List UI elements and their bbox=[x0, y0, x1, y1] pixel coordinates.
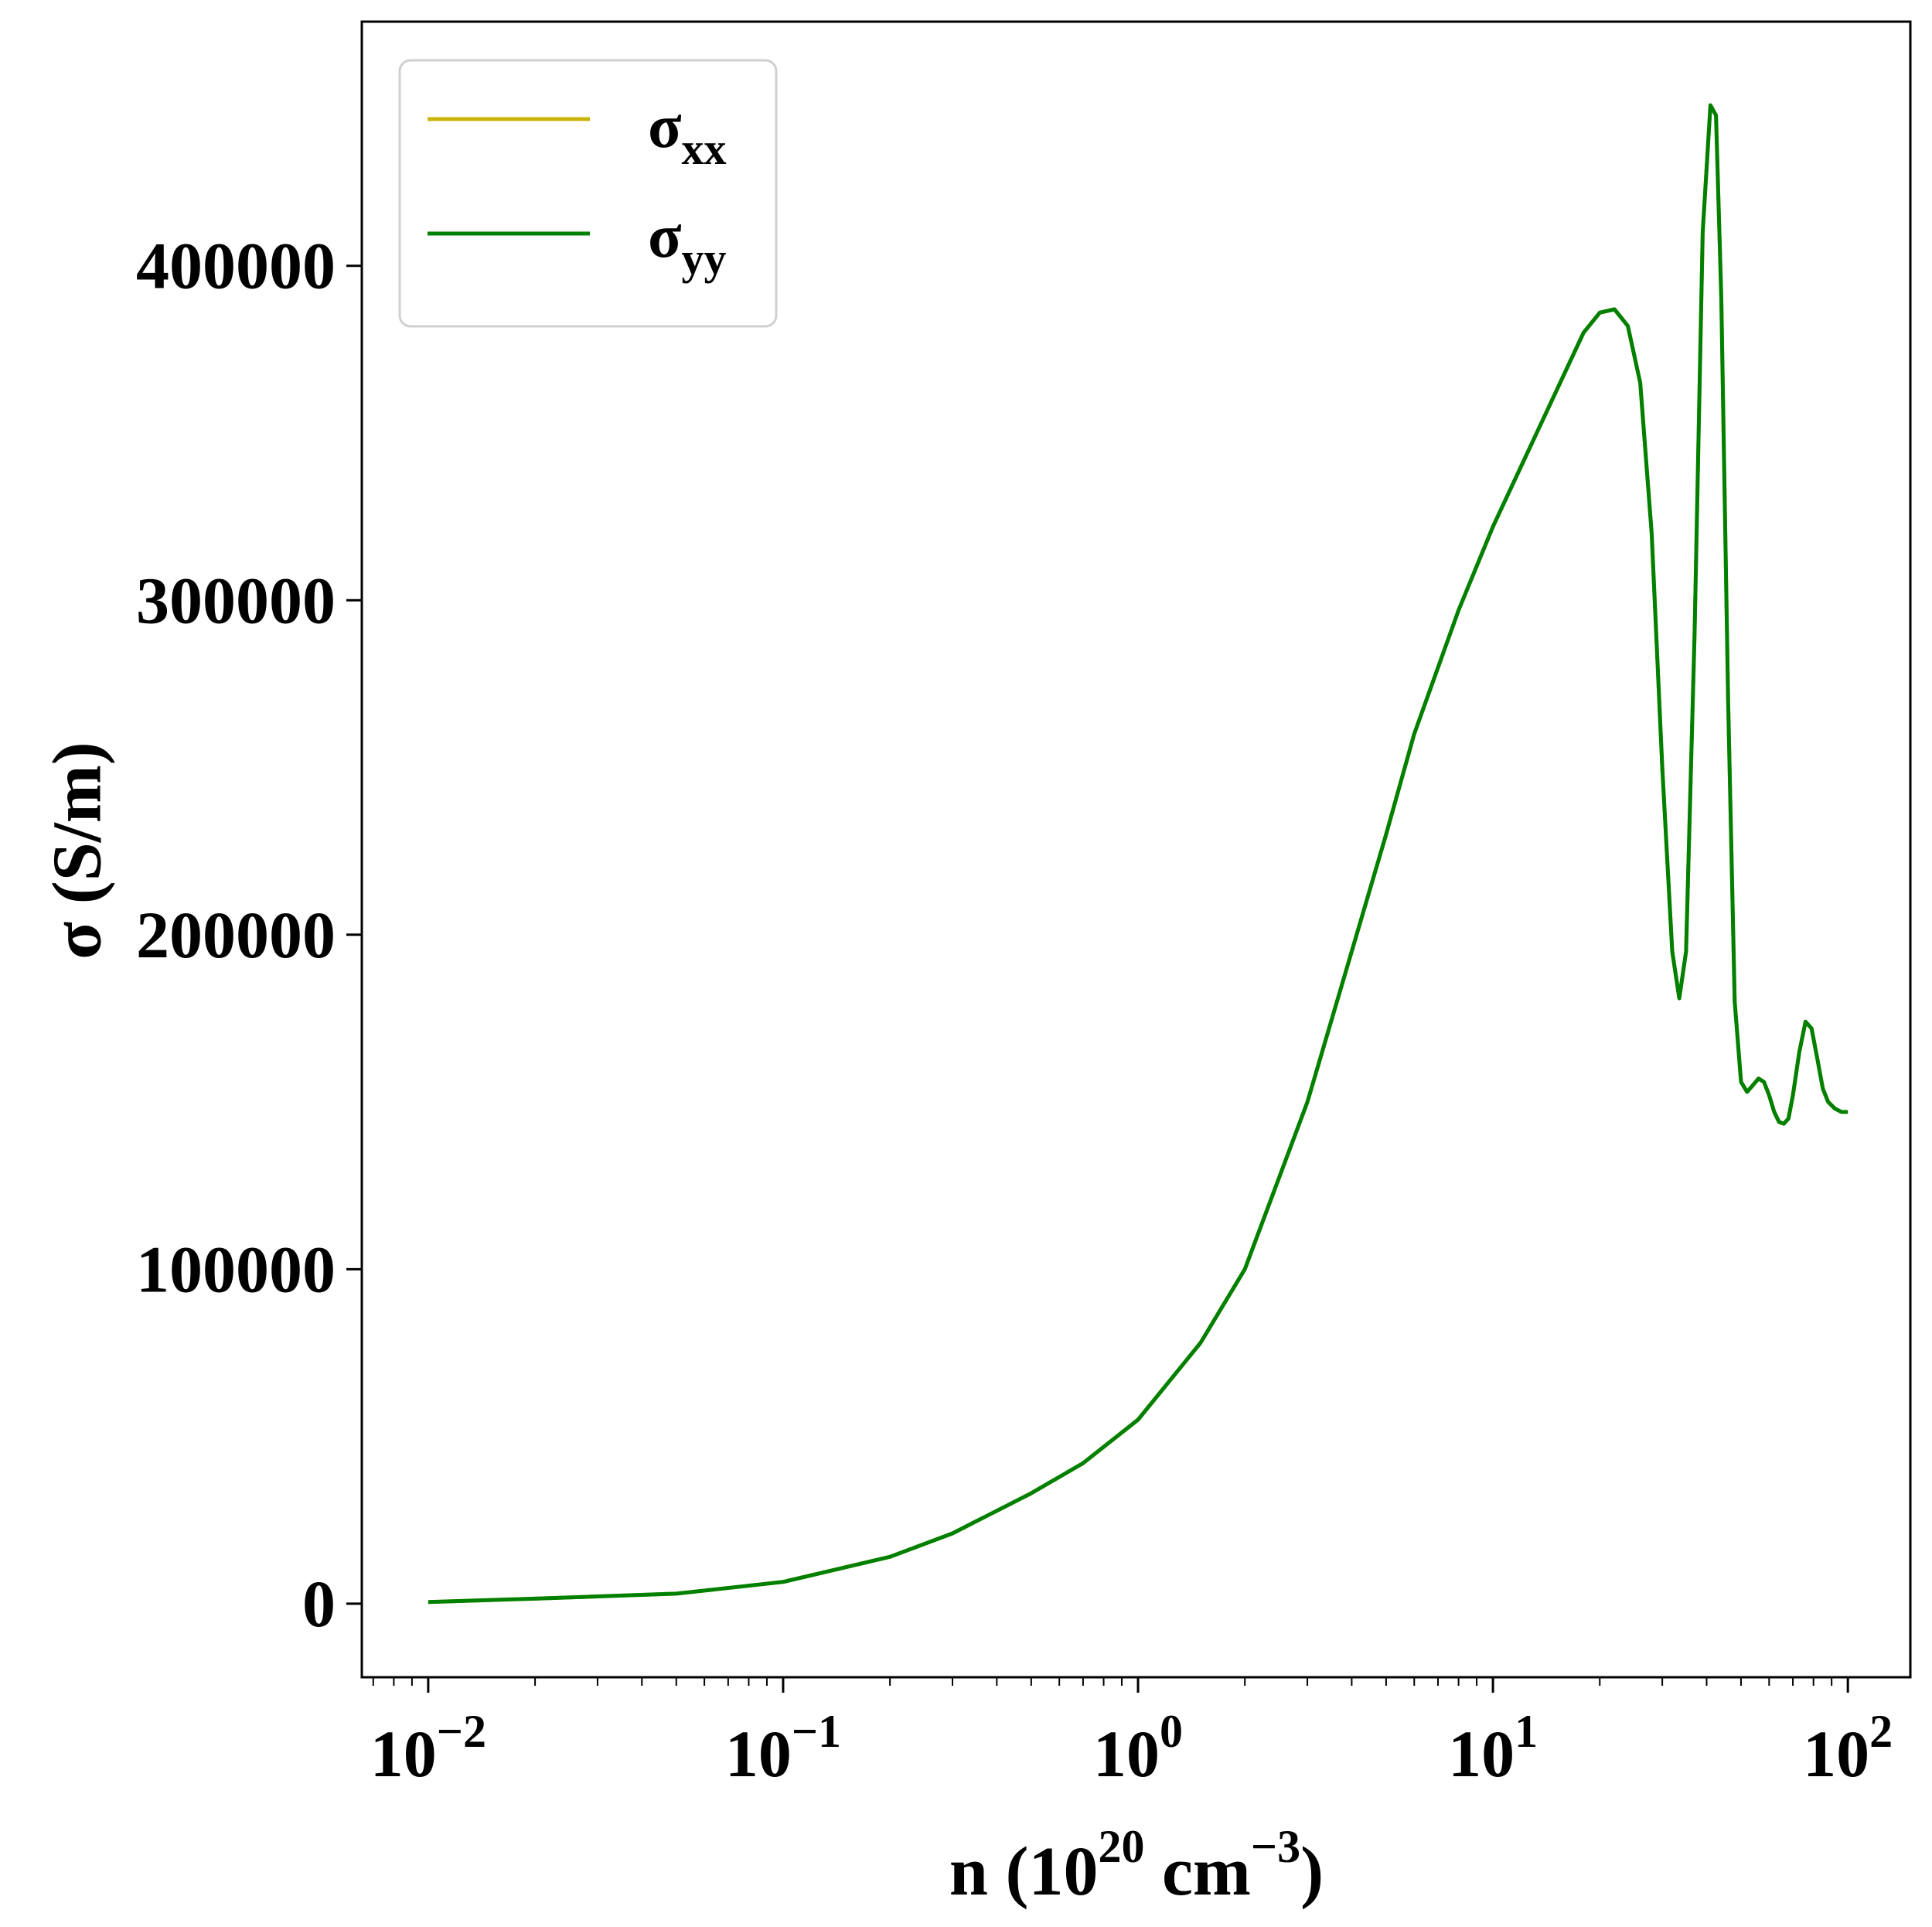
legend: σxx σyy bbox=[398, 59, 778, 328]
x-axis-title-base: n (10 bbox=[949, 1833, 1099, 1910]
y-tick-label: 100000 bbox=[136, 1232, 336, 1306]
x-tick-label: 100 bbox=[1093, 1706, 1183, 1791]
x-tick-label: 102 bbox=[1803, 1706, 1893, 1791]
legend-label-sigma-yy-subscript: yy bbox=[682, 234, 727, 284]
series-line-sigma-yy bbox=[428, 103, 1849, 1605]
x-axis-title-exp1: 20 bbox=[1098, 1821, 1144, 1872]
x-tick-label: 10−2 bbox=[370, 1706, 486, 1791]
y-axis-title: σ (S/m) bbox=[39, 742, 116, 959]
y-tick-label: 400000 bbox=[136, 229, 336, 303]
y-tick-label: 0 bbox=[302, 1567, 336, 1641]
x-tick-label-base: 10 bbox=[1448, 1717, 1515, 1791]
x-tick-label: 101 bbox=[1448, 1706, 1538, 1791]
x-axis-title-end: ) bbox=[1300, 1833, 1324, 1910]
legend-label-sigma-xx: σxx bbox=[648, 93, 727, 174]
x-axis-ticks: 10−2 10−1 100 101 102 bbox=[370, 1677, 1893, 1791]
legend-label-sigma-xx-symbol: σ bbox=[648, 93, 682, 161]
x-tick-label-exponent: −1 bbox=[792, 1706, 841, 1757]
legend-box bbox=[398, 59, 778, 328]
series-layer bbox=[428, 103, 1849, 1605]
y-tick-label: 200000 bbox=[136, 898, 336, 972]
x-axis-title: n (1020 cm−3) bbox=[949, 1821, 1324, 1910]
legend-label-sigma-yy: σyy bbox=[648, 203, 727, 284]
x-tick-label-exponent: 1 bbox=[1515, 1706, 1538, 1757]
x-tick-label-base: 10 bbox=[1093, 1717, 1160, 1791]
plot-frame bbox=[360, 20, 1912, 1679]
y-tick-label: 300000 bbox=[136, 563, 336, 637]
y-axis-ticks: 0 100000 200000 300000 400000 bbox=[136, 229, 362, 1641]
x-tick-label-base: 10 bbox=[1803, 1717, 1869, 1791]
x-tick-label: 10−1 bbox=[725, 1706, 841, 1791]
legend-label-sigma-xx-subscript: xx bbox=[682, 124, 727, 174]
x-tick-label-base: 10 bbox=[370, 1717, 437, 1791]
x-axis-title-unit: cm bbox=[1144, 1833, 1250, 1910]
legend-label-sigma-yy-symbol: σ bbox=[648, 203, 682, 271]
x-tick-label-exponent: −2 bbox=[437, 1706, 486, 1757]
x-tick-label-exponent: 0 bbox=[1160, 1706, 1183, 1757]
x-tick-label-exponent: 2 bbox=[1869, 1706, 1893, 1757]
x-axis-title-exp2: −3 bbox=[1251, 1821, 1300, 1872]
x-tick-label-base: 10 bbox=[725, 1717, 792, 1791]
